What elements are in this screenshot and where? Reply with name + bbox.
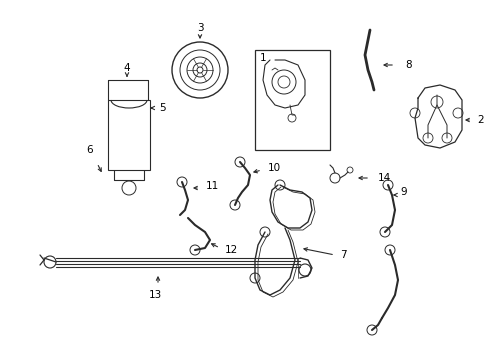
Text: 4: 4 — [123, 63, 130, 73]
Text: 5: 5 — [159, 103, 165, 113]
Text: 6: 6 — [86, 145, 93, 155]
Text: 11: 11 — [205, 181, 219, 191]
Text: 13: 13 — [148, 290, 162, 300]
Text: 7: 7 — [339, 250, 346, 260]
Text: 10: 10 — [267, 163, 281, 173]
Text: 12: 12 — [224, 245, 238, 255]
Text: 14: 14 — [377, 173, 390, 183]
Text: 2: 2 — [476, 115, 483, 125]
Text: 8: 8 — [404, 60, 411, 70]
Text: 1: 1 — [260, 53, 266, 63]
Bar — [254, 50, 329, 150]
Text: 9: 9 — [399, 187, 406, 197]
Text: 3: 3 — [196, 23, 203, 33]
Bar — [108, 100, 150, 170]
